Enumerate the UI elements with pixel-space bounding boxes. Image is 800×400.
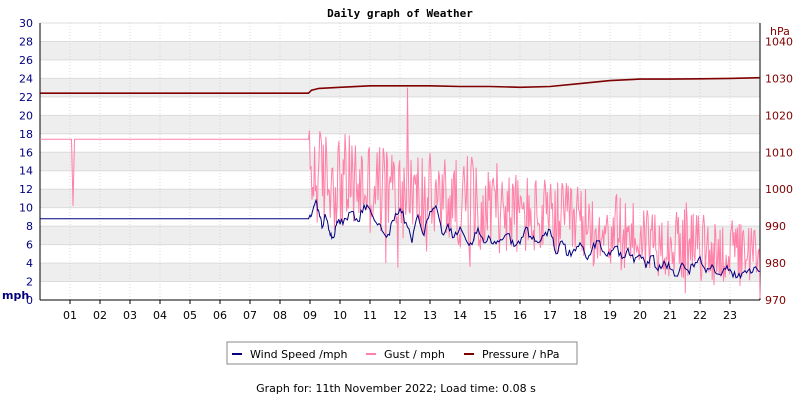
x-tick-label: 04 — [153, 309, 167, 322]
x-tick-label: 07 — [243, 309, 257, 322]
x-tick-label: 02 — [93, 309, 107, 322]
x-tick-label: 23 — [723, 309, 737, 322]
y-tick-label-left: 14 — [19, 165, 33, 178]
y-tick-label-left: 10 — [19, 202, 33, 215]
grid-band — [40, 96, 760, 116]
y-tick-label-right: 1040 — [765, 35, 793, 48]
legend-label: Wind Speed /mph — [250, 348, 348, 361]
y-tick-label-right: 1030 — [765, 72, 793, 85]
y-axis-unit-left: mph — [2, 289, 29, 302]
y-tick-label-left: 2 — [26, 276, 33, 289]
x-tick-label: 16 — [513, 309, 527, 322]
x-tick-label: 22 — [693, 309, 707, 322]
y-tick-label-right: 990 — [765, 220, 786, 233]
pressure-series-line — [40, 76, 761, 94]
x-tick-label: 11 — [363, 309, 377, 322]
y-tick-label-left: 24 — [19, 72, 33, 85]
x-tick-label: 06 — [213, 309, 227, 322]
y-tick-label-left: 28 — [19, 35, 33, 48]
y-tick-label-right: 1020 — [765, 109, 793, 122]
x-tick-label: 08 — [273, 309, 287, 322]
x-tick-label: 10 — [333, 309, 347, 322]
footer-text: Graph for: 11th November 2022; Load time… — [256, 382, 536, 395]
y-tick-label-left: 22 — [19, 91, 33, 104]
legend-label: Gust / mph — [384, 348, 445, 361]
x-tick-label: 05 — [183, 309, 197, 322]
y-tick-label-left: 12 — [19, 183, 33, 196]
x-tick-label: 14 — [453, 309, 467, 322]
x-tick-label: 01 — [63, 309, 77, 322]
x-tick-label: 21 — [663, 309, 677, 322]
y-tick-label-left: 16 — [19, 146, 33, 159]
legend-label: Pressure / hPa — [482, 348, 560, 361]
y-tick-label-right: 1000 — [765, 183, 793, 196]
grid-band — [40, 78, 760, 97]
y-tick-label-left: 6 — [26, 239, 33, 252]
y-tick-label-left: 18 — [19, 128, 33, 141]
x-tick-label: 15 — [483, 309, 497, 322]
x-tick-label: 19 — [603, 309, 617, 322]
y-tick-label-left: 30 — [19, 17, 33, 30]
x-tick-label: 12 — [393, 309, 407, 322]
grid-band — [40, 244, 760, 264]
gust-series-line — [40, 87, 761, 299]
y-tick-label-left: 26 — [19, 54, 33, 67]
y-tick-label-left: 20 — [19, 109, 33, 122]
grid-band — [40, 59, 760, 79]
chart-title: Daily graph of Weather — [327, 7, 473, 20]
y-tick-label-left: 8 — [26, 220, 33, 233]
x-tick-label: 17 — [543, 309, 557, 322]
wind-speed-series-line — [40, 198, 761, 280]
y-tick-label-right: 970 — [765, 294, 786, 307]
y-tick-label-right: 1010 — [765, 146, 793, 159]
x-tick-label: 09 — [303, 309, 317, 322]
y-tick-label-left: 0 — [26, 294, 33, 307]
y-tick-label-right: 980 — [765, 257, 786, 270]
y-axis-unit-right: hPa — [770, 25, 790, 38]
x-tick-label: 20 — [633, 309, 647, 322]
x-tick-label: 03 — [123, 309, 137, 322]
legend-box — [226, 341, 578, 365]
x-tick-label: 13 — [423, 309, 437, 322]
y-tick-label-left: 4 — [26, 257, 33, 270]
x-tick-label: 18 — [573, 309, 587, 322]
